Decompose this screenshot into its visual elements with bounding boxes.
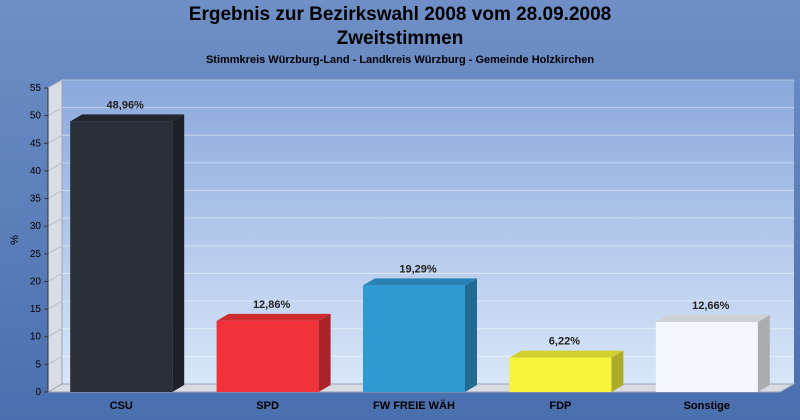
gridline-side — [47, 355, 63, 365]
y-tick-label: 10 — [30, 332, 42, 343]
chart-title: Ergebnis zur Bezirkswahl 2008 vom 28.09.… — [188, 4, 612, 25]
gridline-side — [47, 245, 63, 255]
y-tick-label: 35 — [30, 194, 42, 205]
x-tick-label: SPD — [256, 400, 279, 412]
chart-title-2: Zweitstimmen — [336, 28, 464, 49]
y-tick-label: 20 — [30, 276, 42, 287]
left-wall — [47, 79, 63, 393]
bar — [655, 322, 758, 392]
x-tick-label: FDP — [549, 400, 571, 412]
bar — [216, 320, 319, 392]
data-label: 19,29% — [399, 263, 437, 275]
gridline-side — [47, 79, 63, 89]
gridline-side — [47, 273, 63, 282]
y-tick-label: 50 — [30, 111, 42, 122]
bar — [509, 357, 612, 392]
y-tick-label: 45 — [30, 138, 42, 149]
bar-side — [318, 313, 331, 392]
bars: 48,96% CSU 12,86% SPD 19,29% FW FREIE WÄH 6,22… — [70, 99, 770, 412]
bar-side — [757, 315, 770, 392]
bar-top — [363, 278, 477, 286]
gridline-side — [47, 190, 63, 199]
bar — [70, 121, 173, 392]
bar-top — [655, 315, 770, 323]
y-tick-label: 0 — [35, 387, 41, 398]
bar-top — [70, 114, 185, 122]
data-label: 6,22% — [549, 336, 580, 348]
x-tick-label: CSU — [110, 400, 133, 412]
gridline-side — [47, 300, 63, 310]
bar-top — [509, 350, 624, 358]
x-tick-label: Sonstige — [684, 400, 730, 412]
bar — [363, 285, 465, 392]
gridline-side — [47, 217, 63, 227]
gridline-side — [47, 162, 63, 172]
gridline-side — [47, 107, 63, 117]
y-tick-label: 15 — [30, 304, 42, 315]
data-label: 12,66% — [692, 300, 730, 312]
bar-top — [216, 313, 331, 321]
data-label: 48,96% — [107, 99, 145, 111]
y-tick-label: 25 — [30, 249, 42, 260]
chart-subtitle: Stimmkreis Würzburg-Land - Landkreis Wür… — [205, 54, 595, 66]
data-label: 12,86% — [253, 299, 291, 311]
axes: 0 5 10 15 20 25 30 35 40 45 50 55 — [30, 83, 49, 398]
y-tick-label: 30 — [30, 221, 42, 232]
gridline-side — [47, 328, 63, 338]
x-tick-label: FW FREIE WÄH — [373, 399, 455, 412]
y-tick-label: 5 — [35, 359, 41, 370]
y-tick-label: 40 — [30, 166, 42, 177]
gridline-side — [47, 134, 63, 144]
bar-side — [611, 350, 624, 392]
bar-side — [172, 114, 185, 392]
y-axis-label: % — [9, 235, 21, 245]
bar-side — [465, 278, 477, 392]
y-tick-label: 55 — [30, 83, 42, 94]
